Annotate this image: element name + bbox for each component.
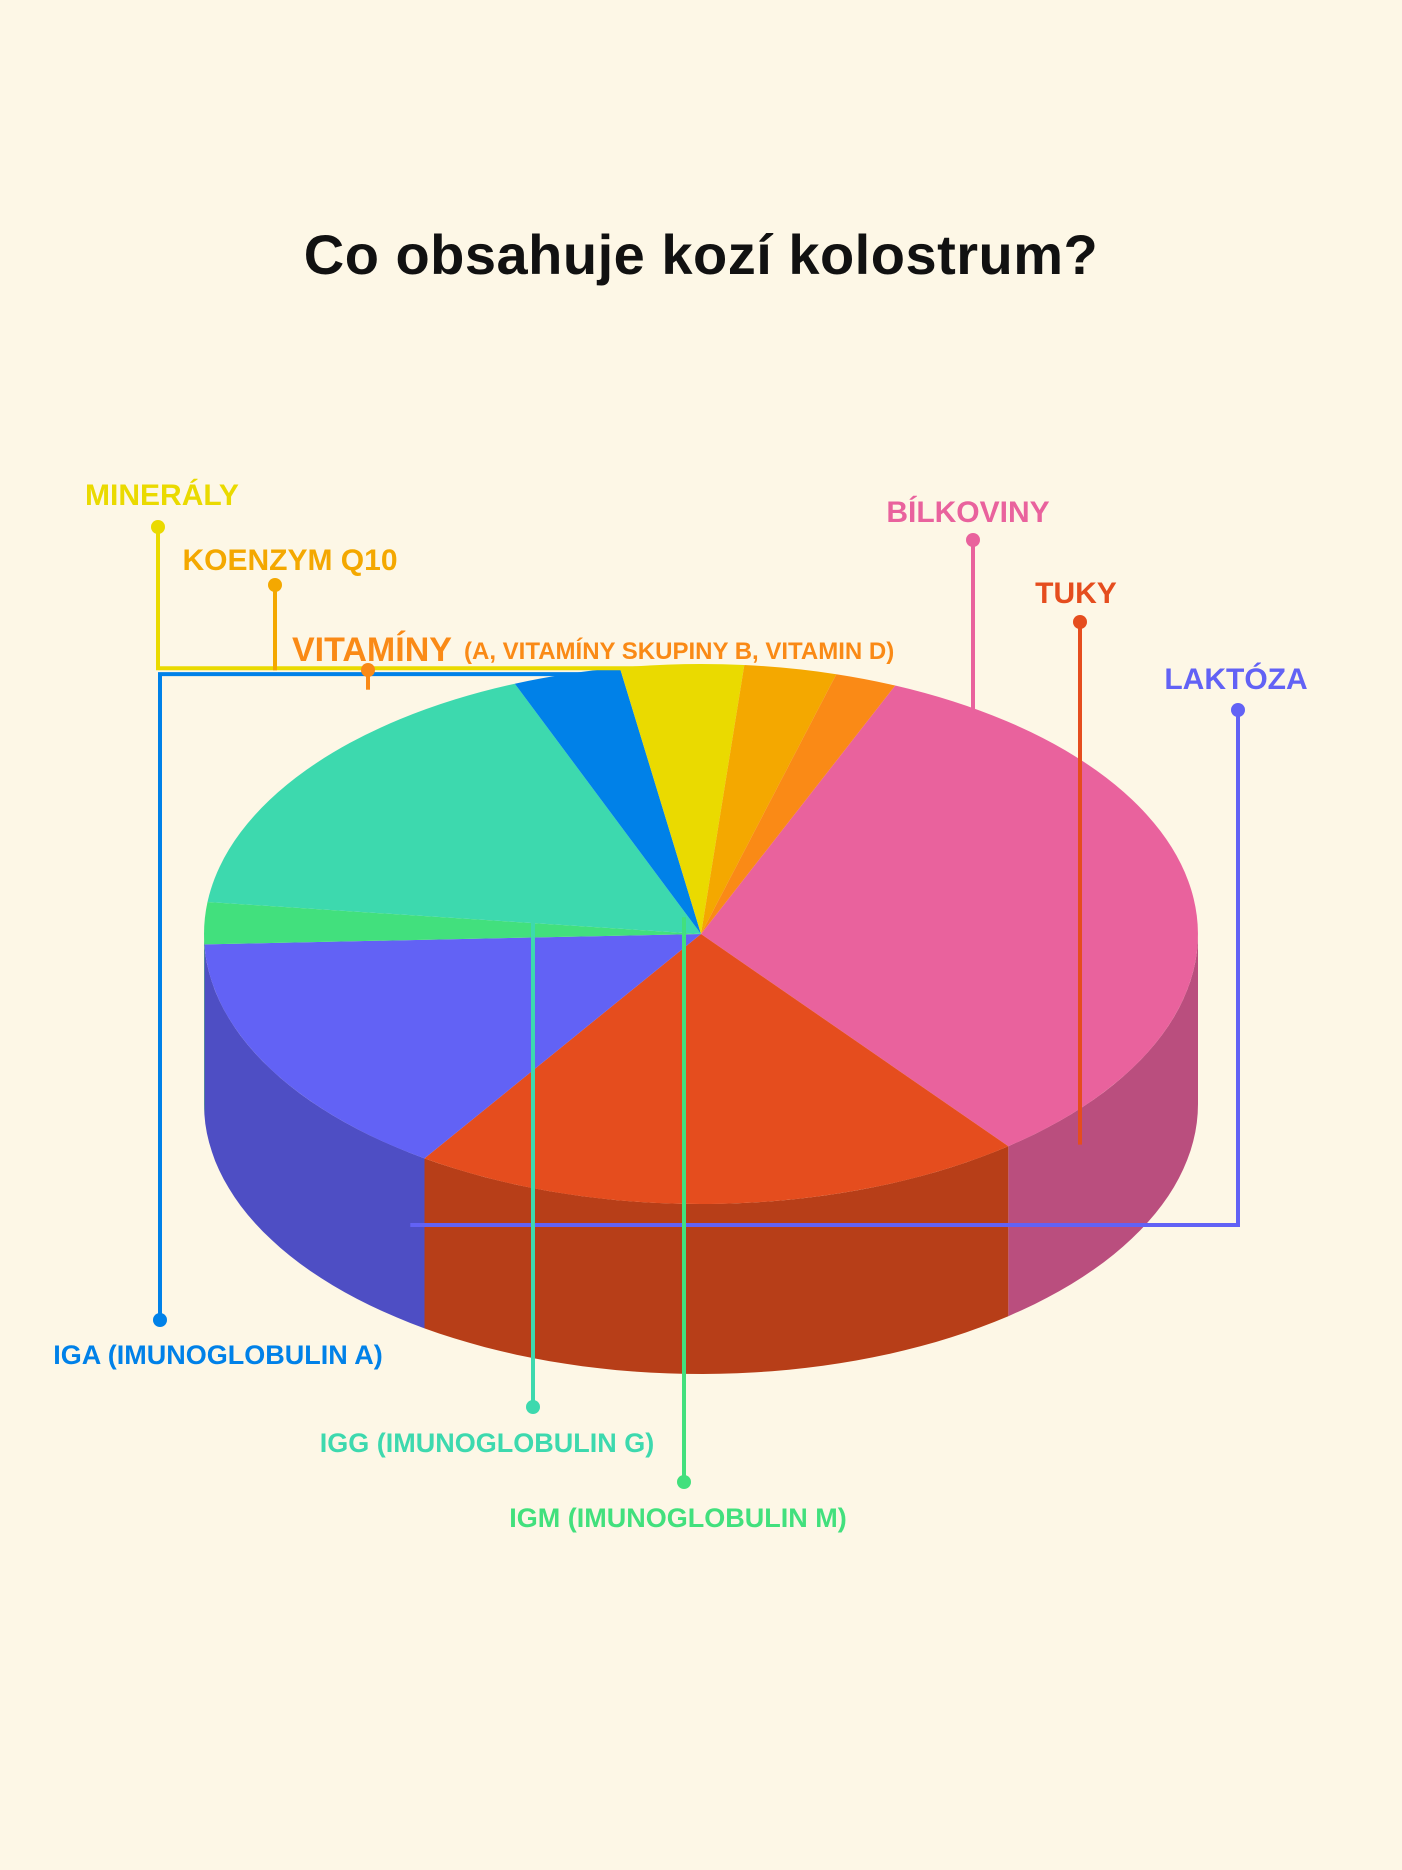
slice-side-laktoza: [204, 944, 425, 1329]
slice-label-bilkoviny: BÍLKOVINY: [886, 495, 1049, 529]
pie-top: [204, 663, 1198, 1205]
slice-label-tuky: TUKY: [1035, 577, 1117, 610]
slice-label-vitaminy: VITAMÍNY: [292, 631, 452, 669]
chart-title: Co obsahuje kozí kolostrum?: [303, 223, 1099, 286]
leader-dot-igm-imunoglobulin-m: [677, 1475, 691, 1489]
leader-dot-iga-imunoglobulin-a: [153, 1313, 167, 1327]
leader-dot-tuky: [1073, 615, 1087, 629]
pie-body: [204, 934, 1198, 1374]
slice-tuky: [424, 934, 1009, 1205]
pie-callouts: BÍLKOVINY TUKY LAKTÓZA IGM (IMUNOGLOBULIN M…: [53, 478, 1307, 1533]
leader-line-laktoza: [410, 710, 1240, 1227]
slice-label-iga-imunoglobulin-a: IGA (IMUNOGLOBULIN A): [53, 1340, 382, 1370]
slice-label-igm-imunoglobulin-m: IGM (IMUNOGLOBULIN M): [509, 1503, 846, 1533]
leader-dot-mineraly: [151, 520, 165, 534]
leader-dot-vitaminy: [361, 663, 375, 677]
slice-laktoza: [204, 934, 701, 1159]
slice-bilkoviny: [701, 685, 1198, 1147]
leader-dot-koenzym-q10: [268, 578, 282, 592]
slice-side-bilkoviny: [1008, 934, 1198, 1317]
leader-line-iga-imunoglobulin-a: [158, 672, 587, 1320]
slice-label-koenzym-q10: KOENZYM Q10: [182, 544, 397, 577]
leader-dot-laktoza: [1231, 703, 1245, 717]
slice-label-mineraly: MINERÁLY: [85, 478, 239, 512]
slice-vitaminy: [701, 674, 896, 934]
slice-koenzym-q10: [701, 665, 837, 934]
slice-mineraly: [619, 663, 745, 934]
slice-sublabel-vitaminy: (A, VITAMÍNY SKUPINY B, VITAMIN D): [464, 637, 894, 665]
leader-dot-igg-imunoglobulin-g: [526, 1400, 540, 1414]
leader-line-mineraly: [156, 527, 692, 671]
slice-side-tuky: [424, 1146, 1009, 1374]
slice-igg-imunoglobulin-g: [207, 683, 701, 934]
slice-igm-imunoglobulin-m: [204, 902, 702, 945]
slice-label-igg-imunoglobulin-g: IGG (IMUNOGLOBULIN G): [320, 1428, 654, 1458]
slice-label-laktoza: LAKTÓZA: [1164, 662, 1307, 696]
leader-dot-bilkoviny: [966, 533, 980, 547]
slice-iga-imunoglobulin-a: [514, 667, 701, 934]
